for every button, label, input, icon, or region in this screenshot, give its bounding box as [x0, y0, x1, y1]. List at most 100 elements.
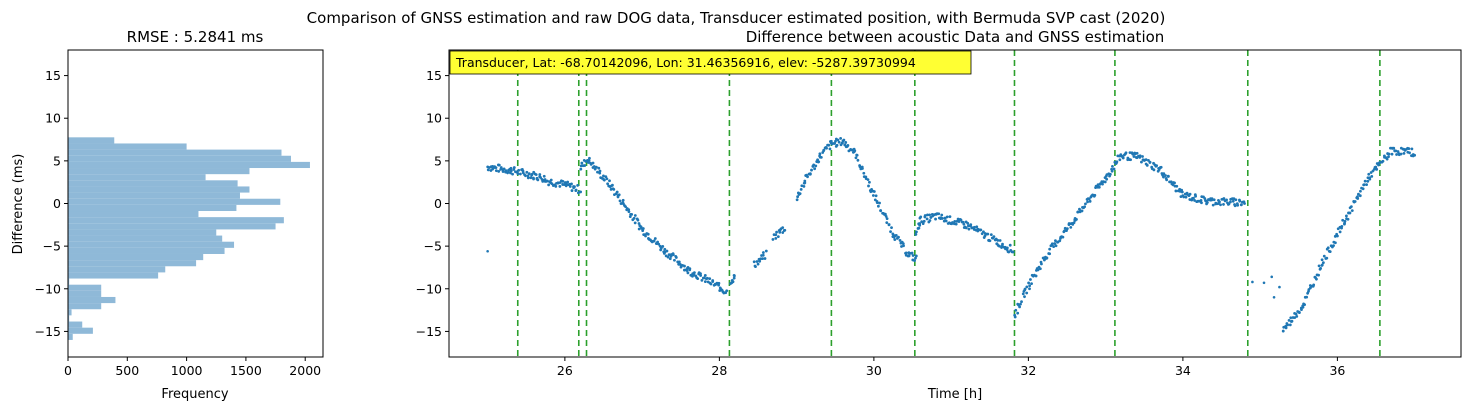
scatter-point [1270, 275, 1274, 279]
scatter-point [733, 274, 736, 278]
scatter-point [966, 221, 970, 225]
scatter-point [917, 226, 921, 230]
scatter-point [982, 230, 985, 234]
scatter-point [633, 214, 637, 217]
scatter-point [856, 158, 860, 162]
scatter-point [943, 216, 947, 220]
scatter-point [1016, 311, 1020, 315]
scatter-point [668, 257, 672, 261]
scatter-point [637, 227, 641, 231]
scatter-point [673, 258, 676, 262]
scatter-point [591, 161, 595, 165]
scatter-point [1018, 305, 1022, 309]
histogram-bar [68, 168, 250, 175]
scatter-point [1164, 174, 1167, 177]
scatter-point [703, 274, 707, 277]
scatter-point [1369, 171, 1373, 174]
scatter-point [602, 174, 605, 178]
scatter-point [1001, 242, 1004, 246]
histogram-axes: 0 500 1000 1500 2000 −15 −10 −5 0 5 10 15 [35, 49, 324, 378]
scatter-point [869, 190, 873, 194]
scatter-point [1140, 160, 1143, 164]
scatter-point [517, 168, 521, 172]
scatter-point [699, 274, 703, 277]
scatter-x-tick-label: 30 [866, 363, 882, 378]
scatter-point [1083, 205, 1087, 209]
scatter-point [561, 179, 565, 183]
scatter-point [705, 276, 709, 280]
scatter-point [1205, 201, 1209, 204]
scatter-frame [448, 49, 1462, 358]
scatter-point [1395, 153, 1398, 156]
scatter-point [532, 177, 535, 181]
scatter-point [764, 249, 768, 253]
scatter-point [1014, 308, 1018, 312]
scatter-point [1101, 182, 1104, 186]
scatter-point [1399, 152, 1403, 156]
histogram-y-tick-label: −10 [35, 281, 61, 296]
scatter-point [897, 235, 900, 239]
scatter-point [604, 175, 608, 179]
scatter-point [914, 256, 917, 260]
scatter-point [1222, 203, 1225, 206]
scatter-point [1222, 197, 1226, 200]
histogram-x-tick-label: 500 [115, 363, 139, 378]
scatter-point [1333, 234, 1337, 238]
scatter-point [1052, 245, 1056, 248]
scatter-point [1392, 146, 1396, 150]
scatter-title: Difference between acoustic Data and GNS… [746, 28, 1165, 46]
scatter-point [1157, 168, 1161, 171]
scatter-point [1332, 244, 1335, 248]
scatter-y-tick-label: 0 [434, 196, 442, 211]
scatter-point [914, 254, 918, 258]
histogram-bar [68, 241, 235, 248]
annotation-background [449, 50, 972, 75]
scatter-y-tick-label: 15 [426, 68, 442, 83]
scatter-point [1289, 316, 1293, 320]
scatter-point [632, 216, 636, 220]
scatter-point [1320, 263, 1324, 267]
histogram-bar [68, 211, 199, 218]
scatter-point [1086, 200, 1089, 204]
scatter-point [1152, 168, 1156, 172]
scatter-point [1135, 151, 1139, 155]
scatter-point [1184, 195, 1188, 199]
histogram-panel: RMSE : 5.2841 ms 0 500 1000 1500 2000 −15 −10 −… [11, 28, 324, 402]
scatter-point [658, 244, 662, 248]
scatter-y-tick-label: 5 [434, 153, 442, 168]
scatter-point [677, 260, 681, 264]
scatter-point [1402, 151, 1406, 155]
scatter-vlines [516, 50, 1381, 357]
scatter-point [1243, 202, 1246, 205]
scatter-point [1350, 209, 1354, 213]
histogram-bar [68, 321, 83, 328]
scatter-point [627, 210, 631, 213]
scatter-point [1345, 214, 1348, 218]
scatter-point [914, 232, 918, 236]
scatter-point [700, 278, 704, 282]
histogram-x-tick-label: 1000 [171, 363, 203, 378]
scatter-point [1366, 179, 1370, 183]
scatter-point [846, 144, 850, 147]
scatter-point [1034, 274, 1038, 278]
scatter-point [920, 220, 924, 224]
scatter-point [887, 223, 891, 227]
scatter-point [666, 255, 670, 259]
scatter-point [834, 139, 837, 143]
scatter-point [1288, 323, 1292, 327]
scatter-point [1030, 282, 1033, 286]
scatter-point [1322, 254, 1326, 258]
scatter-point [1040, 262, 1043, 266]
scatter-point [1174, 189, 1178, 193]
scatter-point [802, 185, 806, 188]
scatter-point [1338, 230, 1342, 234]
scatter-point [573, 185, 576, 189]
scatter-point [1295, 314, 1299, 318]
scatter-point [1025, 291, 1029, 295]
histogram-bar [68, 309, 72, 316]
scatter-point [817, 160, 821, 164]
scatter-point [1413, 153, 1417, 157]
scatter-point [872, 190, 876, 193]
scatter-x-tick-label: 36 [1329, 363, 1345, 378]
scatter-point [702, 276, 706, 280]
